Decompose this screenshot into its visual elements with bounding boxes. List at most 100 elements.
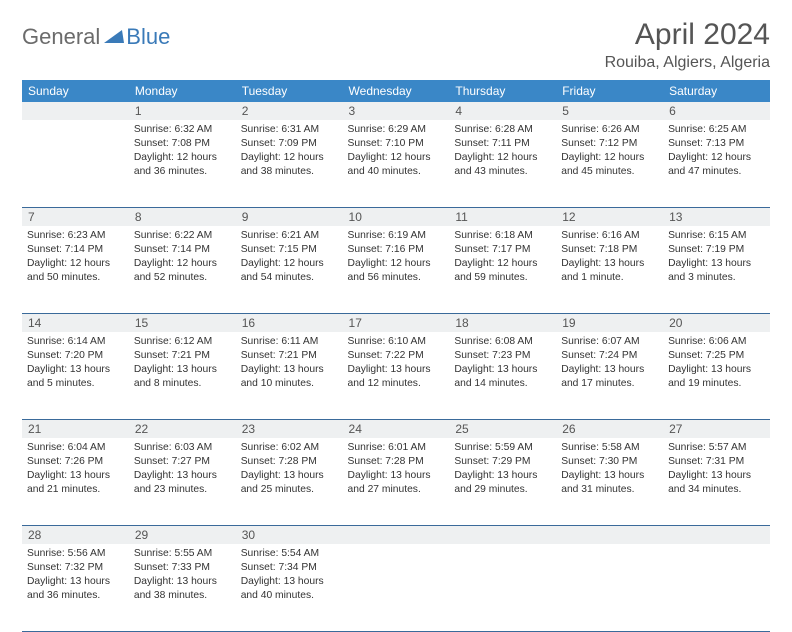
- day-number: 20: [663, 314, 770, 333]
- day-number: 12: [556, 208, 663, 227]
- day-number: 4: [449, 102, 556, 120]
- day-cell: Sunrise: 6:26 AMSunset: 7:12 PMDaylight:…: [556, 120, 663, 208]
- day-content-row: Sunrise: 6:32 AMSunset: 7:08 PMDaylight:…: [22, 120, 770, 208]
- day-details: Sunrise: 6:32 AMSunset: 7:08 PMDaylight:…: [134, 123, 231, 179]
- day-number: 9: [236, 208, 343, 227]
- day-details: Sunrise: 6:15 AMSunset: 7:19 PMDaylight:…: [668, 229, 765, 285]
- day-cell: Sunrise: 6:22 AMSunset: 7:14 PMDaylight:…: [129, 226, 236, 314]
- day-cell: Sunrise: 6:11 AMSunset: 7:21 PMDaylight:…: [236, 332, 343, 420]
- calendar-table: SundayMondayTuesdayWednesdayThursdayFrid…: [22, 80, 770, 632]
- day-content-row: Sunrise: 6:14 AMSunset: 7:20 PMDaylight:…: [22, 332, 770, 420]
- day-cell: Sunrise: 6:16 AMSunset: 7:18 PMDaylight:…: [556, 226, 663, 314]
- day-details: Sunrise: 5:57 AMSunset: 7:31 PMDaylight:…: [668, 441, 765, 497]
- day-number-row: 78910111213: [22, 208, 770, 227]
- day-details: Sunrise: 6:06 AMSunset: 7:25 PMDaylight:…: [668, 335, 765, 391]
- day-cell: Sunrise: 6:29 AMSunset: 7:10 PMDaylight:…: [343, 120, 450, 208]
- day-cell: Sunrise: 6:32 AMSunset: 7:08 PMDaylight:…: [129, 120, 236, 208]
- day-cell: [22, 120, 129, 208]
- weekday-header: Monday: [129, 80, 236, 102]
- day-cell: [663, 544, 770, 632]
- day-details: Sunrise: 5:54 AMSunset: 7:34 PMDaylight:…: [241, 547, 338, 603]
- calendar-body: 123456Sunrise: 6:32 AMSunset: 7:08 PMDay…: [22, 102, 770, 632]
- day-number: 3: [343, 102, 450, 120]
- day-details: Sunrise: 5:59 AMSunset: 7:29 PMDaylight:…: [454, 441, 551, 497]
- day-number: 22: [129, 420, 236, 439]
- day-details: Sunrise: 6:07 AMSunset: 7:24 PMDaylight:…: [561, 335, 658, 391]
- day-number: 14: [22, 314, 129, 333]
- weekday-header: Saturday: [663, 80, 770, 102]
- day-details: Sunrise: 6:18 AMSunset: 7:17 PMDaylight:…: [454, 229, 551, 285]
- day-details: Sunrise: 6:10 AMSunset: 7:22 PMDaylight:…: [348, 335, 445, 391]
- logo: General Blue: [22, 24, 170, 50]
- day-details: Sunrise: 6:03 AMSunset: 7:27 PMDaylight:…: [134, 441, 231, 497]
- day-number: 13: [663, 208, 770, 227]
- day-number: [343, 526, 450, 545]
- day-number: 25: [449, 420, 556, 439]
- day-details: Sunrise: 6:08 AMSunset: 7:23 PMDaylight:…: [454, 335, 551, 391]
- day-number: 8: [129, 208, 236, 227]
- day-details: Sunrise: 6:21 AMSunset: 7:15 PMDaylight:…: [241, 229, 338, 285]
- day-details: Sunrise: 5:58 AMSunset: 7:30 PMDaylight:…: [561, 441, 658, 497]
- day-details: Sunrise: 6:02 AMSunset: 7:28 PMDaylight:…: [241, 441, 338, 497]
- day-details: Sunrise: 6:25 AMSunset: 7:13 PMDaylight:…: [668, 123, 765, 179]
- day-number: 2: [236, 102, 343, 120]
- day-number: 21: [22, 420, 129, 439]
- day-cell: Sunrise: 5:55 AMSunset: 7:33 PMDaylight:…: [129, 544, 236, 632]
- day-number: [22, 102, 129, 120]
- day-details: Sunrise: 6:23 AMSunset: 7:14 PMDaylight:…: [27, 229, 124, 285]
- day-number-row: 21222324252627: [22, 420, 770, 439]
- day-number-row: 14151617181920: [22, 314, 770, 333]
- day-number: 30: [236, 526, 343, 545]
- day-details: Sunrise: 5:56 AMSunset: 7:32 PMDaylight:…: [27, 547, 124, 603]
- day-cell: Sunrise: 5:59 AMSunset: 7:29 PMDaylight:…: [449, 438, 556, 526]
- day-number: 6: [663, 102, 770, 120]
- header: General Blue April 2024 Rouiba, Algiers,…: [22, 18, 770, 72]
- day-cell: Sunrise: 6:23 AMSunset: 7:14 PMDaylight:…: [22, 226, 129, 314]
- day-details: Sunrise: 6:16 AMSunset: 7:18 PMDaylight:…: [561, 229, 658, 285]
- day-cell: Sunrise: 6:01 AMSunset: 7:28 PMDaylight:…: [343, 438, 450, 526]
- day-details: Sunrise: 6:22 AMSunset: 7:14 PMDaylight:…: [134, 229, 231, 285]
- day-cell: [343, 544, 450, 632]
- day-cell: Sunrise: 6:21 AMSunset: 7:15 PMDaylight:…: [236, 226, 343, 314]
- day-number: 23: [236, 420, 343, 439]
- day-number: 1: [129, 102, 236, 120]
- day-cell: [556, 544, 663, 632]
- day-details: Sunrise: 6:14 AMSunset: 7:20 PMDaylight:…: [27, 335, 124, 391]
- day-number: [449, 526, 556, 545]
- weekday-header: Sunday: [22, 80, 129, 102]
- weekday-header: Wednesday: [343, 80, 450, 102]
- day-cell: Sunrise: 6:12 AMSunset: 7:21 PMDaylight:…: [129, 332, 236, 420]
- day-content-row: Sunrise: 6:23 AMSunset: 7:14 PMDaylight:…: [22, 226, 770, 314]
- day-number: 28: [22, 526, 129, 545]
- day-number: 26: [556, 420, 663, 439]
- day-cell: Sunrise: 5:58 AMSunset: 7:30 PMDaylight:…: [556, 438, 663, 526]
- day-number: 7: [22, 208, 129, 227]
- day-cell: Sunrise: 6:15 AMSunset: 7:19 PMDaylight:…: [663, 226, 770, 314]
- day-number: [663, 526, 770, 545]
- day-cell: Sunrise: 5:57 AMSunset: 7:31 PMDaylight:…: [663, 438, 770, 526]
- day-details: Sunrise: 6:29 AMSunset: 7:10 PMDaylight:…: [348, 123, 445, 179]
- day-number: 18: [449, 314, 556, 333]
- day-cell: Sunrise: 6:31 AMSunset: 7:09 PMDaylight:…: [236, 120, 343, 208]
- day-details: Sunrise: 6:28 AMSunset: 7:11 PMDaylight:…: [454, 123, 551, 179]
- day-number: 29: [129, 526, 236, 545]
- day-cell: Sunrise: 6:06 AMSunset: 7:25 PMDaylight:…: [663, 332, 770, 420]
- day-cell: Sunrise: 6:03 AMSunset: 7:27 PMDaylight:…: [129, 438, 236, 526]
- day-number: 16: [236, 314, 343, 333]
- day-details: Sunrise: 6:04 AMSunset: 7:26 PMDaylight:…: [27, 441, 124, 497]
- day-content-row: Sunrise: 6:04 AMSunset: 7:26 PMDaylight:…: [22, 438, 770, 526]
- day-cell: Sunrise: 6:25 AMSunset: 7:13 PMDaylight:…: [663, 120, 770, 208]
- day-details: Sunrise: 6:19 AMSunset: 7:16 PMDaylight:…: [348, 229, 445, 285]
- title-block: April 2024 Rouiba, Algiers, Algeria: [605, 18, 770, 72]
- day-number: 24: [343, 420, 450, 439]
- day-number: 19: [556, 314, 663, 333]
- day-number: [556, 526, 663, 545]
- day-cell: Sunrise: 6:18 AMSunset: 7:17 PMDaylight:…: [449, 226, 556, 314]
- day-details: Sunrise: 6:11 AMSunset: 7:21 PMDaylight:…: [241, 335, 338, 391]
- day-number-row: 282930: [22, 526, 770, 545]
- day-details: Sunrise: 6:31 AMSunset: 7:09 PMDaylight:…: [241, 123, 338, 179]
- weekday-header: Tuesday: [236, 80, 343, 102]
- day-cell: Sunrise: 5:54 AMSunset: 7:34 PMDaylight:…: [236, 544, 343, 632]
- day-cell: Sunrise: 6:02 AMSunset: 7:28 PMDaylight:…: [236, 438, 343, 526]
- day-number: 17: [343, 314, 450, 333]
